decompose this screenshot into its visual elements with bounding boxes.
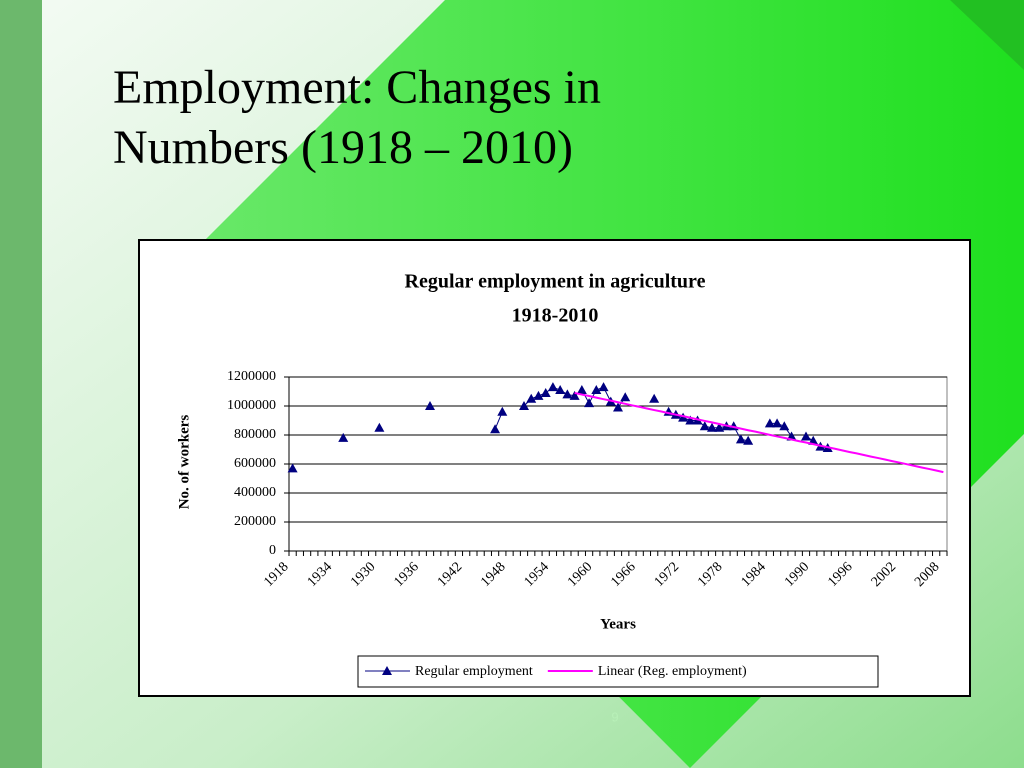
chart-subtitle: 1918-2010 xyxy=(512,305,599,327)
y-axis-title: No. of workers xyxy=(176,415,192,510)
x-axis-title: Years xyxy=(600,616,636,632)
y-tick-label: 0 xyxy=(269,543,276,558)
data-point xyxy=(772,418,783,428)
y-tick-label: 600000 xyxy=(234,456,276,471)
y-tick-label: 1000000 xyxy=(227,398,276,413)
data-point xyxy=(714,422,725,432)
series-line xyxy=(769,422,792,437)
data-point xyxy=(576,385,587,395)
legend-box xyxy=(357,655,879,688)
data-point xyxy=(735,434,746,444)
data-point xyxy=(569,390,580,400)
legend-marker xyxy=(382,666,392,675)
data-point xyxy=(562,389,573,399)
data-point xyxy=(764,418,775,428)
data-point xyxy=(598,382,609,392)
data-point xyxy=(584,398,595,408)
data-point xyxy=(699,421,710,431)
slide-title: Employment: Changes in Numbers (1918 – 2… xyxy=(113,61,601,174)
data-point xyxy=(497,406,508,416)
data-point xyxy=(490,424,501,434)
corner xyxy=(950,0,1024,70)
data-point xyxy=(808,435,819,445)
data-point xyxy=(620,392,631,402)
data-point xyxy=(526,393,537,403)
series-line xyxy=(574,391,944,474)
data-point xyxy=(779,421,790,431)
data-point xyxy=(555,385,566,395)
data-point xyxy=(374,422,385,432)
y-tick-label: 400000 xyxy=(234,485,276,500)
y-tick-label: 1200000 xyxy=(227,369,276,384)
data-point xyxy=(613,402,623,412)
data-point xyxy=(685,415,696,425)
legend-label: Regular employment xyxy=(415,664,533,679)
data-point xyxy=(338,432,349,442)
y-tick-label: 200000 xyxy=(234,514,276,529)
data-point xyxy=(591,385,602,395)
data-point xyxy=(801,431,811,441)
left-strip xyxy=(0,0,42,768)
page-number: 9 xyxy=(611,709,618,724)
legend-label: Linear (Reg. employment) xyxy=(598,664,747,679)
data-point xyxy=(649,393,660,403)
data-point xyxy=(547,382,558,392)
data-point xyxy=(743,435,754,445)
data-point xyxy=(287,463,298,473)
data-point xyxy=(707,422,717,432)
y-tick-label: 800000 xyxy=(234,427,276,442)
data-point xyxy=(519,401,529,410)
data-point xyxy=(540,387,551,397)
chart-title: Regular employment in agriculture xyxy=(405,271,706,293)
data-point xyxy=(425,401,435,410)
data-point xyxy=(533,390,544,400)
